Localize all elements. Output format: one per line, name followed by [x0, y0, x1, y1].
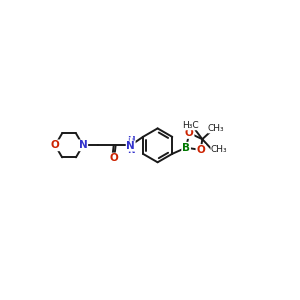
Text: H₃C: H₃C	[182, 121, 199, 130]
Text: H: H	[127, 138, 133, 147]
Text: H
N: H N	[127, 136, 134, 155]
Text: O: O	[51, 140, 60, 150]
Text: O: O	[109, 153, 118, 164]
Text: O: O	[196, 145, 205, 155]
Text: B: B	[182, 143, 190, 153]
Text: N: N	[126, 141, 135, 151]
Text: CH₃: CH₃	[208, 124, 224, 133]
Text: CH₃: CH₃	[211, 145, 228, 154]
Text: O: O	[185, 128, 194, 138]
Text: N: N	[79, 140, 87, 150]
